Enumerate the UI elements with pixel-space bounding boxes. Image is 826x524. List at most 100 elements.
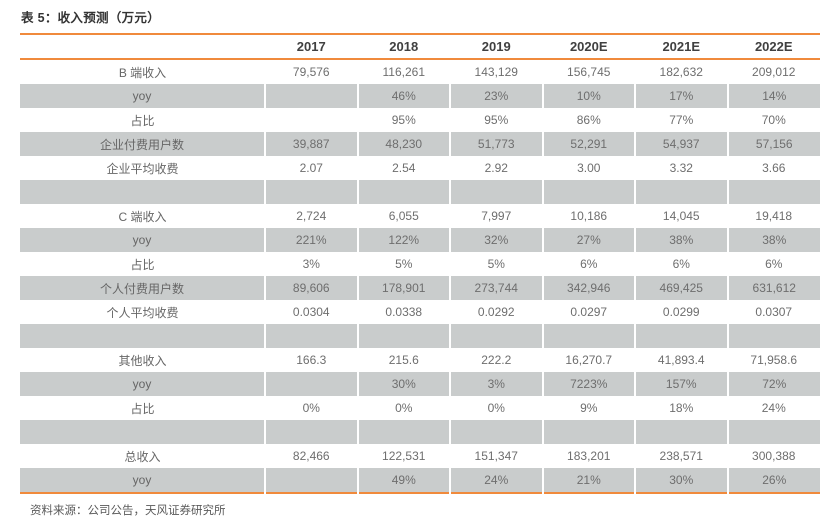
spacer-row bbox=[20, 420, 820, 444]
value-cell: 3% bbox=[449, 372, 543, 396]
value-cell bbox=[449, 324, 543, 348]
value-cell bbox=[264, 468, 358, 493]
value-cell: 3.00 bbox=[577, 161, 601, 175]
value-cell: 6% bbox=[765, 257, 783, 271]
value-cell bbox=[726, 324, 820, 348]
value-cell: 221% bbox=[264, 228, 358, 252]
row-label: 总收入 bbox=[124, 449, 161, 464]
value-cell: 2.92 bbox=[484, 161, 508, 175]
value-cell: 6% bbox=[580, 257, 598, 271]
value-cell bbox=[634, 324, 728, 348]
row-label: C 端收入 bbox=[118, 209, 167, 224]
source-note: 资料来源：公司公告，天风证券研究所 bbox=[30, 505, 226, 517]
value-cell: 10% bbox=[541, 84, 635, 108]
value-cell: 39,887 bbox=[264, 132, 358, 156]
value-cell: 2.54 bbox=[392, 161, 416, 175]
value-cell bbox=[265, 108, 358, 132]
value-cell: 5% bbox=[395, 257, 413, 271]
value-cell bbox=[541, 180, 635, 204]
value-cell: 71,958.6 bbox=[750, 353, 798, 367]
value-cell: 6% bbox=[672, 257, 690, 271]
revenue-forecast-table: 2017 2018 2019 2020E 2021E 2022E B 端收入 79,576 1… bbox=[20, 33, 820, 494]
value-cell: 54,937 bbox=[634, 132, 728, 156]
value-cell: 72% bbox=[726, 372, 820, 396]
value-cell: 5% bbox=[487, 257, 505, 271]
value-cell: 116,261 bbox=[382, 65, 426, 79]
value-cell bbox=[726, 420, 820, 444]
spacer-row bbox=[20, 180, 820, 204]
row-label: yoy bbox=[20, 228, 265, 252]
value-cell bbox=[264, 180, 358, 204]
value-cell: 6,055 bbox=[388, 209, 419, 223]
table-row: 个人平均收费 0.0304 0.0338 0.0292 0.0297 0.0299 0.03… bbox=[20, 300, 820, 324]
value-cell: 342,946 bbox=[541, 276, 635, 300]
column-header-2018: 2018 bbox=[357, 34, 450, 60]
value-cell: 27% bbox=[541, 228, 635, 252]
value-cell: 23% bbox=[449, 84, 543, 108]
value-cell: 2,724 bbox=[296, 209, 327, 223]
value-cell: 21% bbox=[541, 468, 635, 493]
table-row: 企业付费用户数 39,887 48,230 51,773 52,291 54,937 57,… bbox=[20, 132, 820, 156]
table-row: yoy 30% 3% 7223% 157% 72% bbox=[20, 372, 820, 396]
value-cell: 0.0292 bbox=[477, 305, 515, 319]
value-cell bbox=[634, 420, 728, 444]
row-label: yoy bbox=[20, 372, 265, 396]
value-cell: 14% bbox=[726, 84, 820, 108]
value-cell: 631,612 bbox=[726, 276, 820, 300]
row-label bbox=[20, 180, 265, 204]
value-cell bbox=[356, 420, 450, 444]
value-cell: 52,291 bbox=[541, 132, 635, 156]
row-label: 占比 bbox=[130, 257, 155, 272]
value-cell: 0.0299 bbox=[662, 305, 700, 319]
value-cell: 26% bbox=[726, 468, 820, 493]
row-label: yoy bbox=[20, 468, 265, 493]
table-row: 个人付费用户数 89,606 178,901 273,744 342,946 469,42… bbox=[20, 276, 820, 300]
row-label: B 端收入 bbox=[118, 65, 167, 80]
value-cell: 183,201 bbox=[567, 449, 611, 463]
value-cell bbox=[449, 180, 543, 204]
column-header-2020e: 2020E bbox=[542, 34, 635, 60]
row-label bbox=[20, 324, 265, 348]
table-title: 表 5：收入预测（万元） bbox=[21, 11, 161, 25]
row-label: 个人平均收费 bbox=[106, 305, 179, 320]
row-label: 个人付费用户数 bbox=[20, 276, 265, 300]
value-cell: 178,901 bbox=[356, 276, 450, 300]
value-cell: 3% bbox=[302, 257, 320, 271]
row-label: 企业平均收费 bbox=[106, 161, 179, 176]
value-cell: 7223% bbox=[541, 372, 635, 396]
value-cell: 30% bbox=[356, 372, 450, 396]
value-cell bbox=[726, 180, 820, 204]
value-cell: 182,632 bbox=[659, 65, 703, 79]
value-cell bbox=[264, 324, 358, 348]
value-cell: 238,571 bbox=[659, 449, 703, 463]
value-cell: 215.6 bbox=[388, 353, 419, 367]
value-cell bbox=[541, 324, 635, 348]
table-row: 占比 3% 5% 5% 6% 6% 6% bbox=[20, 252, 820, 276]
value-cell bbox=[541, 420, 635, 444]
table-row: C 端收入 2,724 6,055 7,997 10,186 14,045 19,418 bbox=[20, 204, 820, 228]
value-cell: 48,230 bbox=[356, 132, 450, 156]
value-cell: 30% bbox=[634, 468, 728, 493]
row-label bbox=[20, 420, 265, 444]
table-row: B 端收入 79,576 116,261 143,129 156,745 182,632 2… bbox=[20, 59, 820, 84]
value-cell: 209,012 bbox=[752, 65, 796, 79]
value-cell: 24% bbox=[449, 468, 543, 493]
value-cell: 166.3 bbox=[296, 353, 327, 367]
value-cell: 273,744 bbox=[449, 276, 543, 300]
value-cell: 24% bbox=[761, 401, 786, 415]
value-cell: 0.0338 bbox=[385, 305, 423, 319]
value-cell: 79,576 bbox=[292, 65, 330, 79]
value-cell: 95% bbox=[391, 113, 416, 127]
value-cell: 3.32 bbox=[669, 161, 693, 175]
value-cell: 156,745 bbox=[567, 65, 611, 79]
value-cell: 0.0297 bbox=[570, 305, 608, 319]
value-cell: 18% bbox=[669, 401, 694, 415]
table-body: B 端收入 79,576 116,261 143,129 156,745 182,632 2… bbox=[20, 59, 820, 493]
value-cell: 122,531 bbox=[382, 449, 426, 463]
value-cell: 38% bbox=[634, 228, 728, 252]
value-cell bbox=[356, 180, 450, 204]
table-row: yoy 221% 122% 32% 27% 38% 38% bbox=[20, 228, 820, 252]
row-label-header bbox=[20, 34, 265, 60]
row-label: 其他收入 bbox=[118, 353, 167, 368]
